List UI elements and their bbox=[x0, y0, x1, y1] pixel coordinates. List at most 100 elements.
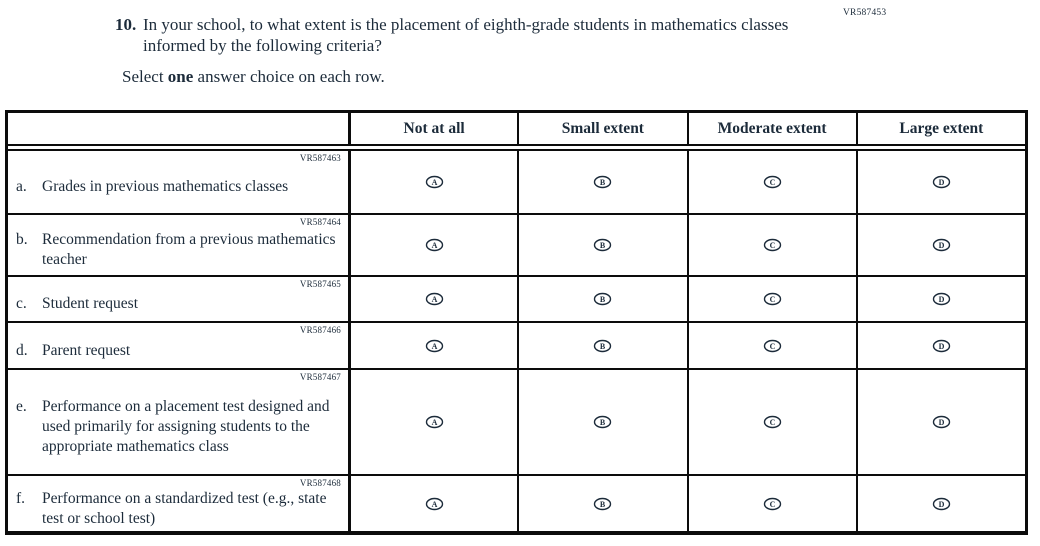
row-d-text: Parent request bbox=[42, 341, 131, 359]
svg-text:D: D bbox=[938, 241, 944, 250]
page-variable-code: VR587453 bbox=[843, 8, 887, 18]
bubble-d-icon: D bbox=[932, 292, 951, 306]
svg-text:A: A bbox=[431, 295, 437, 304]
row-b-option-not-at-all[interactable]: A bbox=[348, 215, 517, 275]
bubble-a-icon: A bbox=[425, 415, 443, 429]
bubble-b-icon: B bbox=[594, 238, 612, 252]
bubble-d-icon: D bbox=[932, 497, 951, 510]
row-a-text: Grades in previous mathematics classes bbox=[42, 178, 289, 195]
row-f-option-moderate-extent[interactable]: C bbox=[686, 476, 856, 531]
table-row-c: VR587465 c. Student request A B C D bbox=[8, 275, 1025, 321]
bubble-a-icon: A bbox=[425, 175, 443, 189]
row-e-label-cell: VR587467 e. Performance on a placement t… bbox=[8, 370, 348, 474]
table-row-a: VR587463 a. Grades in previous mathemati… bbox=[8, 149, 1025, 213]
row-d-option-small-extent[interactable]: B bbox=[517, 323, 686, 368]
row-c-text: Student request bbox=[42, 295, 138, 312]
row-a-option-large-extent[interactable]: D bbox=[855, 151, 1025, 213]
row-f-option-not-at-all[interactable]: A bbox=[348, 476, 517, 531]
row-a-option-not-at-all[interactable]: A bbox=[348, 151, 517, 213]
row-c-letter: c. bbox=[16, 295, 27, 312]
row-b-text: Recommendation from a previous mathemati… bbox=[42, 231, 336, 268]
instruction-suffix: answer choice on each row. bbox=[193, 67, 385, 86]
row-e-option-not-at-all[interactable]: A bbox=[348, 370, 517, 474]
svg-text:A: A bbox=[431, 418, 437, 427]
row-e-letter: e. bbox=[16, 398, 27, 415]
row-d-option-not-at-all[interactable]: A bbox=[348, 323, 517, 368]
table-row-e: VR587467 e. Performance on a placement t… bbox=[8, 368, 1025, 474]
svg-text:C: C bbox=[769, 178, 775, 187]
row-c-variable-code: VR587465 bbox=[299, 279, 341, 289]
table-row-f: VR587468 f. Performance on a standardize… bbox=[8, 474, 1025, 531]
row-b-letter: b. bbox=[16, 231, 28, 248]
table-row-b: VR587464 b. Recommendation from a previo… bbox=[8, 213, 1025, 275]
column-header-moderate-extent: Moderate extent bbox=[686, 113, 856, 144]
bubble-a-icon: A bbox=[425, 339, 443, 352]
svg-text:A: A bbox=[431, 241, 437, 250]
column-header-large-extent: Large extent bbox=[855, 113, 1025, 144]
row-b-option-large-extent[interactable]: D bbox=[855, 215, 1025, 275]
svg-text:B: B bbox=[600, 418, 606, 427]
row-a-letter: a. bbox=[16, 178, 27, 195]
question-block: 10. In your school, to what extent is th… bbox=[115, 14, 819, 56]
row-a-option-small-extent[interactable]: B bbox=[517, 151, 686, 213]
table-header-row: Not at all Small extent Moderate extent … bbox=[8, 113, 1025, 146]
bubble-c-icon: C bbox=[763, 497, 781, 510]
bubble-b-icon: B bbox=[594, 339, 612, 352]
bubble-d-icon: D bbox=[932, 339, 951, 352]
svg-text:D: D bbox=[938, 295, 944, 304]
row-e-option-moderate-extent[interactable]: C bbox=[686, 370, 856, 474]
row-f-option-large-extent[interactable]: D bbox=[855, 476, 1025, 531]
bubble-b-icon: B bbox=[594, 497, 612, 510]
column-header-not-at-all: Not at all bbox=[348, 113, 517, 144]
svg-text:D: D bbox=[938, 341, 944, 350]
bubble-b-icon: B bbox=[594, 175, 612, 189]
question-instruction: Select one answer choice on each row. bbox=[122, 66, 385, 87]
bubble-c-icon: C bbox=[763, 238, 781, 252]
row-a-option-moderate-extent[interactable]: C bbox=[686, 151, 856, 213]
svg-text:B: B bbox=[600, 499, 606, 508]
header-double-rule-gap bbox=[8, 146, 1025, 149]
row-c-option-moderate-extent[interactable]: C bbox=[686, 277, 856, 321]
svg-text:B: B bbox=[600, 341, 606, 350]
bubble-a-icon: A bbox=[425, 292, 443, 306]
row-d-option-moderate-extent[interactable]: C bbox=[686, 323, 856, 368]
row-e-option-small-extent[interactable]: B bbox=[517, 370, 686, 474]
bubble-b-icon: B bbox=[594, 292, 612, 306]
question-text: In your school, to what extent is the pl… bbox=[143, 15, 789, 55]
bubble-d-icon: D bbox=[932, 238, 951, 252]
bubble-a-icon: A bbox=[425, 238, 443, 252]
row-b-option-small-extent[interactable]: B bbox=[517, 215, 686, 275]
bubble-a-icon: A bbox=[425, 497, 443, 510]
svg-text:D: D bbox=[938, 418, 944, 427]
row-c-option-not-at-all[interactable]: A bbox=[348, 277, 517, 321]
row-f-option-small-extent[interactable]: B bbox=[517, 476, 686, 531]
svg-text:C: C bbox=[769, 341, 775, 350]
row-f-letter: f. bbox=[16, 489, 26, 507]
bubble-c-icon: C bbox=[763, 415, 781, 429]
row-d-letter: d. bbox=[16, 341, 28, 359]
row-a-label-cell: VR587463 a. Grades in previous mathemati… bbox=[8, 151, 348, 213]
column-header-small-extent: Small extent bbox=[517, 113, 686, 144]
row-e-variable-code: VR587467 bbox=[299, 372, 341, 382]
svg-text:C: C bbox=[769, 241, 775, 250]
row-b-option-moderate-extent[interactable]: C bbox=[686, 215, 856, 275]
row-c-option-small-extent[interactable]: B bbox=[517, 277, 686, 321]
row-d-option-large-extent[interactable]: D bbox=[855, 323, 1025, 368]
bubble-d-icon: D bbox=[932, 415, 951, 429]
question-number: 10. bbox=[115, 15, 137, 34]
row-b-variable-code: VR587464 bbox=[299, 217, 341, 227]
instruction-prefix: Select bbox=[122, 67, 168, 86]
svg-text:C: C bbox=[769, 418, 775, 427]
row-f-text: Performance on a standardized test (e.g.… bbox=[42, 489, 327, 527]
svg-text:C: C bbox=[769, 295, 775, 304]
svg-text:B: B bbox=[600, 241, 606, 250]
row-d-variable-code: VR587466 bbox=[299, 325, 341, 335]
bubble-b-icon: B bbox=[594, 415, 612, 429]
row-a-variable-code: VR587463 bbox=[299, 153, 341, 163]
row-c-label-cell: VR587465 c. Student request bbox=[8, 277, 348, 321]
svg-text:D: D bbox=[938, 499, 944, 508]
row-c-option-large-extent[interactable]: D bbox=[855, 277, 1025, 321]
instruction-bold-word: one bbox=[167, 67, 194, 86]
row-e-option-large-extent[interactable]: D bbox=[855, 370, 1025, 474]
